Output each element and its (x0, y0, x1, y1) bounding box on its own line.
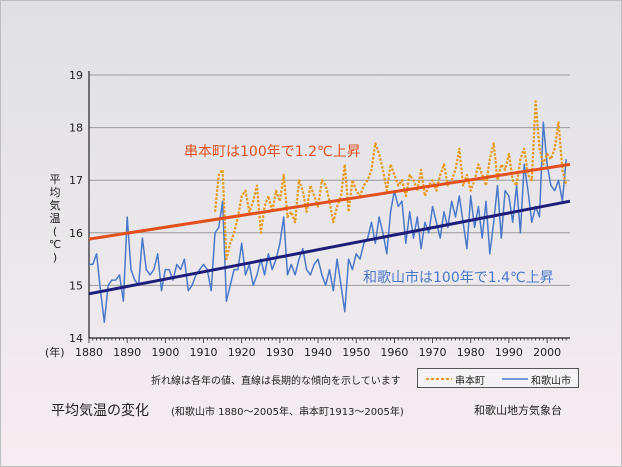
kushimoto-series-line (213, 100, 568, 261)
x-tick-label-1990: 1990 (495, 346, 523, 359)
x-tick-label-1970: 1970 (419, 346, 447, 359)
y-axis-label-char: 気 (49, 199, 61, 212)
legend-kushimoto-label: 串本町 (455, 376, 485, 387)
y-tick-label-14: 14 (69, 332, 83, 345)
y-tick-label-19: 19 (69, 69, 83, 82)
y-tick-label-15: 15 (69, 279, 83, 292)
x-tick-label-1920: 1920 (228, 346, 256, 359)
y-tick-label-17: 17 (69, 174, 83, 187)
wakayama-trend-line (88, 199, 571, 296)
x-tick-label-1900: 1900 (151, 346, 179, 359)
legend-swatches (426, 378, 528, 380)
chart-source: 和歌山地方気象台 (474, 404, 562, 417)
axis-layer (88, 71, 570, 343)
x-tick-label-1930: 1930 (266, 346, 294, 359)
x-tick-label-1960: 1960 (380, 346, 408, 359)
series-layer (88, 100, 571, 323)
chart-title: 平均気温の変化 (51, 403, 149, 419)
chart-note: 折れ線は各年の値、直線は長期的な傾向を示しています (151, 376, 401, 387)
x-tick-label-1910: 1910 (190, 346, 218, 359)
x-tick-label-1880: 1880 (75, 346, 103, 359)
x-tick-label-1940: 1940 (304, 346, 332, 359)
x-tick-label-1890: 1890 (113, 346, 141, 359)
kushimoto-trend-annotation: 串本町は100年で1.2℃上昇 (184, 144, 361, 160)
y-tick-label-18: 18 (69, 122, 83, 135)
y-axis-label-char: 平 (49, 173, 61, 186)
wakayama-series-line (89, 121, 567, 323)
label-layer: 14 15 16 17 18 19 1880 1890 1900 1910 1920 1930 1940… (45, 69, 561, 359)
grid-layer (89, 74, 570, 286)
y-axis-label-char: ) (52, 251, 58, 264)
x-tick-label-2000: 2000 (533, 346, 561, 359)
y-axis-label-char: ( (52, 225, 58, 238)
y-tick-label-16: 16 (69, 227, 83, 240)
x-tick-label-1980: 1980 (457, 346, 485, 359)
x-axis-unit: (年) (45, 345, 65, 359)
legend: 串本町 和歌山市 (417, 368, 579, 388)
y-axis-label-char: 温 (49, 212, 61, 225)
wakayama-trend-annotation: 和歌山市は100年で1.4℃上昇 (363, 269, 554, 286)
x-tick-label-1950: 1950 (342, 346, 370, 359)
y-axis-label: 平均気温(℃) (47, 173, 63, 264)
y-axis-label-char: 均 (49, 186, 61, 199)
kushimoto-trend-line (88, 162, 571, 241)
y-axis-label-char: ℃ (48, 238, 62, 251)
chart-subtitle: (和歌山市 1880〜2005年、串本町1913〜2005年) (171, 407, 404, 418)
legend-wakayama-label: 和歌山市 (531, 376, 571, 387)
